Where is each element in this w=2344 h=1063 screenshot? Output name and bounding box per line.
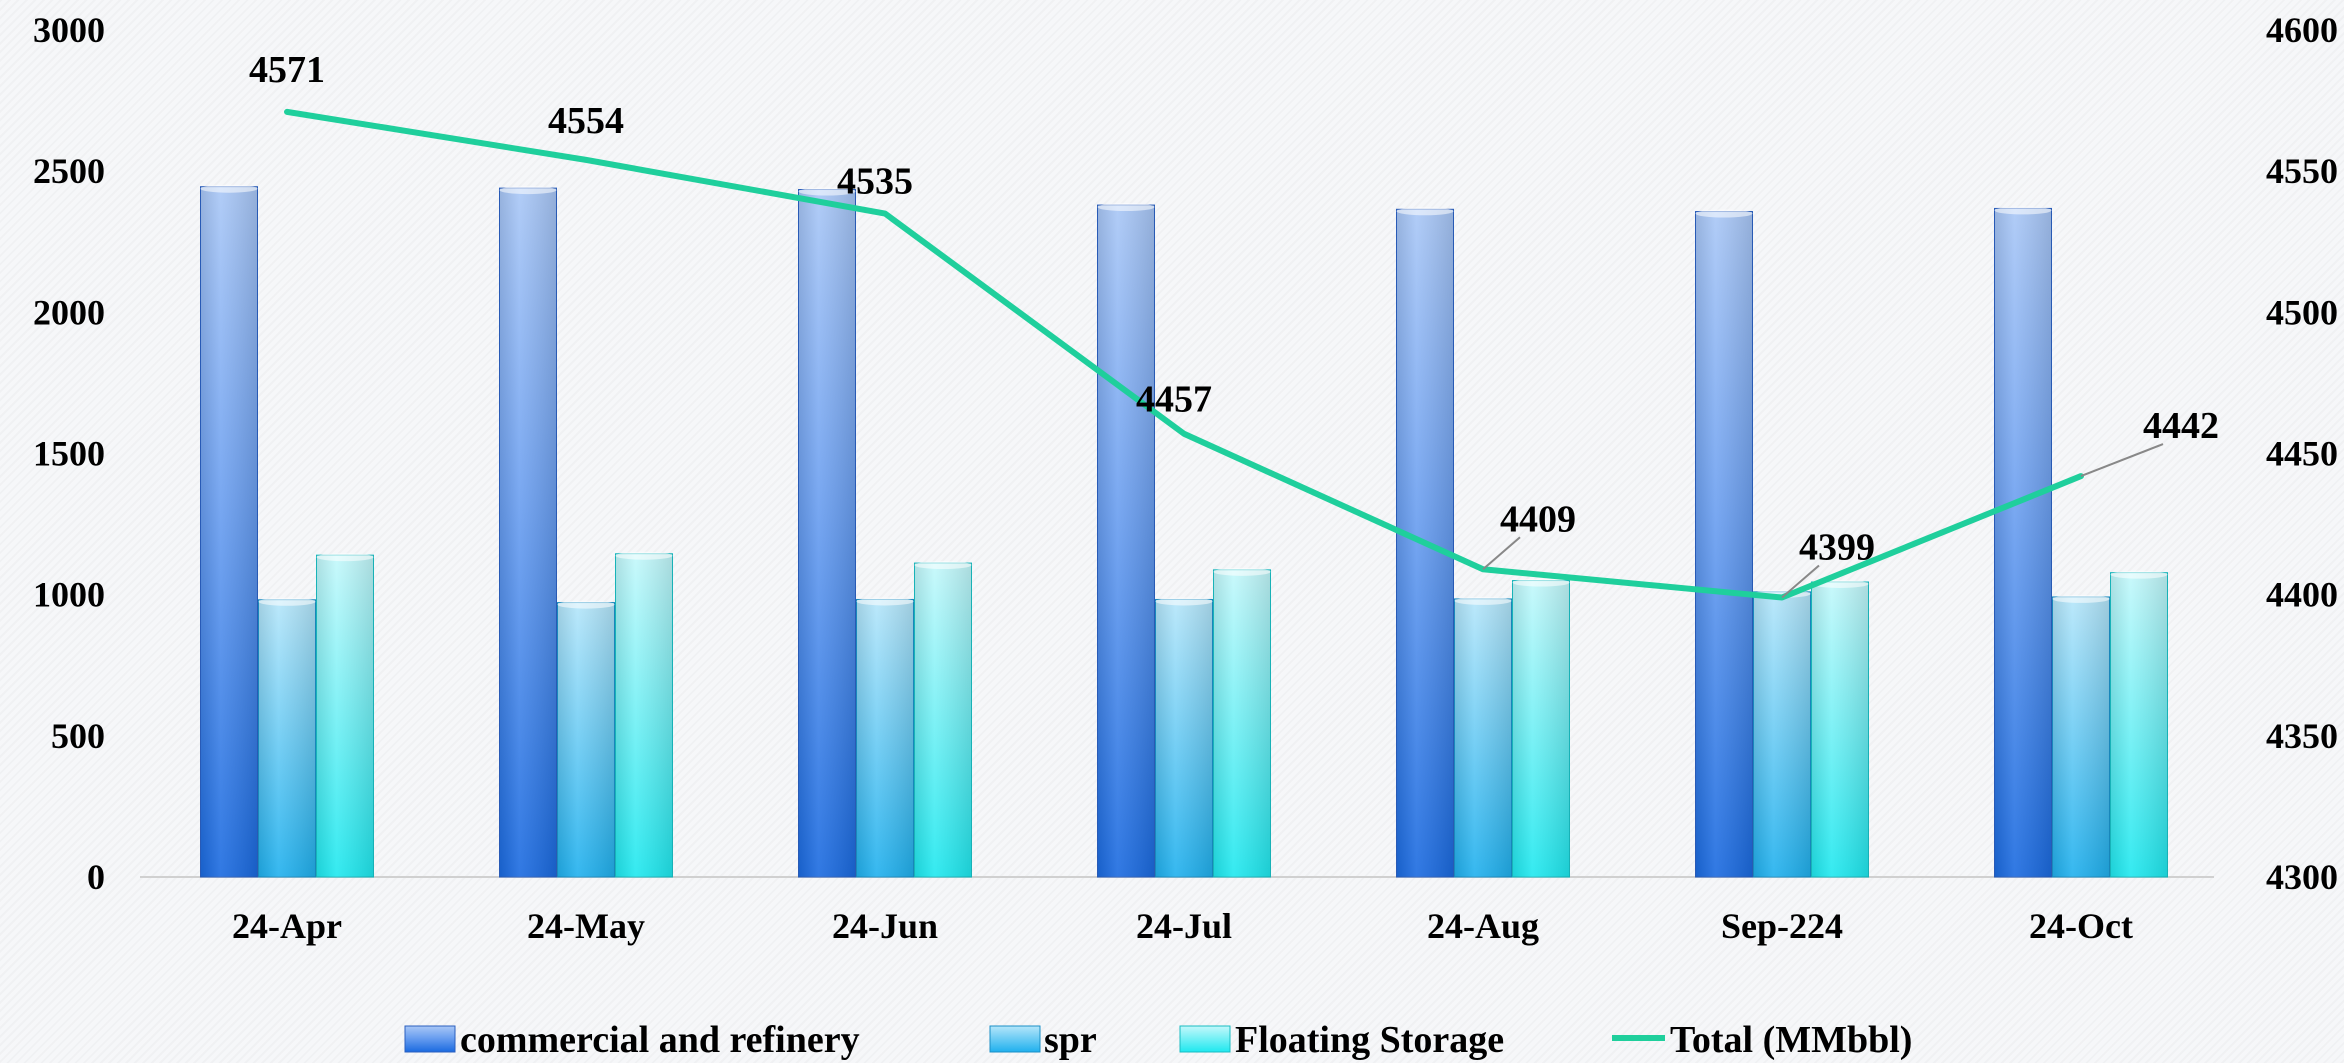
bar-cap-commercial-1	[499, 186, 557, 195]
bar-cap-commercial-2	[798, 187, 856, 196]
legend-swatch-commercial	[404, 1025, 456, 1053]
bar-cap-commercial-0	[200, 184, 258, 193]
bar-shade-spr-2	[856, 599, 914, 877]
bar-cap-spr-6	[2052, 594, 2110, 603]
data-label-total-2: 4535	[837, 161, 913, 203]
bar-shade-floating-6	[2110, 572, 2168, 877]
bar-shade-floating-2	[914, 563, 972, 877]
legend: commercial and refinery spr Floating Sto…	[404, 1019, 1912, 1061]
bar-shade-spr-5	[1753, 591, 1811, 877]
bar-shade-floating-0	[316, 555, 374, 877]
legend-label-total: Total (MMbbl)	[1670, 1019, 1912, 1061]
legend-item-spr: spr	[989, 1019, 1097, 1061]
bar-shade-spr-0	[258, 599, 316, 877]
bar-cap-floating-3	[1213, 567, 1271, 576]
legend-item-total: Total (MMbbl)	[1612, 1019, 1912, 1061]
y-right-tick-4400: 4400	[2266, 575, 2338, 615]
label-leader-6	[2080, 443, 2164, 478]
bar-cap-commercial-4	[1396, 207, 1454, 216]
bar-shade-spr-1	[557, 602, 615, 877]
label-leader-4	[1482, 536, 1521, 571]
y-right-tick-4300: 4300	[2266, 857, 2338, 897]
legend-item-floating: Floating Storage	[1179, 1019, 1504, 1061]
y-left-tick-1500: 1500	[33, 434, 105, 474]
x-tick-3: 24-Jul	[1136, 906, 1232, 946]
label-leader-5	[1781, 564, 1820, 599]
bar-cap-commercial-6	[1994, 206, 2052, 215]
bar-cap-floating-2	[914, 561, 972, 570]
bar-cap-spr-1	[557, 600, 615, 609]
bar-cap-spr-2	[856, 597, 914, 606]
y-left-tick-3000: 3000	[33, 10, 105, 50]
bar-shade-spr-3	[1155, 599, 1213, 877]
x-tick-6: 24-Oct	[2029, 906, 2133, 946]
bar-shade-commercial-2	[798, 189, 856, 878]
y-left-tick-500: 500	[51, 716, 105, 756]
x-tick-4: 24-Aug	[1427, 906, 1539, 946]
y-left-tick-1000: 1000	[33, 575, 105, 615]
bar-shade-commercial-3	[1097, 205, 1155, 878]
bar-shade-commercial-5	[1695, 211, 1753, 877]
legend-item-commercial: commercial and refinery	[404, 1019, 860, 1061]
label-leaders	[1482, 443, 2164, 599]
y-right-tick-4600: 4600	[2266, 10, 2338, 50]
data-labels: 4571 4554 4535 4457 4409 4399 4442	[249, 49, 2219, 569]
x-tick-5: Sep-224	[1721, 906, 1843, 946]
bar-cap-floating-1	[615, 551, 673, 560]
y-left-tick-2000: 2000	[33, 292, 105, 332]
bar-cap-spr-0	[258, 597, 316, 606]
bar-shade-floating-1	[615, 553, 673, 877]
data-label-total-0: 4571	[249, 49, 325, 91]
plot-area: 4571 4554 4535 4457 4409 4399 4442	[140, 49, 2219, 878]
x-tick-0: 24-Apr	[232, 906, 342, 946]
legend-label-floating: Floating Storage	[1235, 1019, 1504, 1061]
bar-cap-floating-4	[1512, 578, 1570, 587]
data-label-total-4: 4409	[1500, 498, 1576, 540]
bar-cap-spr-3	[1155, 597, 1213, 606]
x-tick-2: 24-Jun	[832, 906, 938, 946]
bar-shade-spr-6	[2052, 596, 2110, 877]
legend-swatch-spr	[989, 1025, 1041, 1053]
x-axis: 24-Apr 24-May 24-Jun 24-Jul 24-Aug Sep-224 24-…	[232, 906, 2133, 946]
x-tick-1: 24-May	[527, 906, 645, 946]
data-label-total-3: 4457	[1136, 379, 1212, 421]
data-label-total-5: 4399	[1799, 526, 1875, 568]
bar-cap-floating-0	[316, 553, 374, 562]
bar-cap-commercial-5	[1695, 209, 1753, 218]
bar-cap-floating-6	[2110, 570, 2168, 579]
y-left-tick-2500: 2500	[33, 151, 105, 191]
y-right-tick-4450: 4450	[2266, 434, 2338, 474]
data-label-total-1: 4554	[548, 100, 624, 142]
bar-shade-floating-3	[1213, 569, 1271, 877]
legend-label-commercial: commercial and refinery	[460, 1019, 860, 1061]
bar-shade-commercial-1	[499, 188, 557, 877]
bar-shade-floating-5	[1811, 581, 1869, 877]
bar-cap-commercial-3	[1097, 203, 1155, 212]
bar-shade-spr-4	[1454, 598, 1512, 877]
bar-group	[200, 184, 2168, 878]
bar-cap-spr-4	[1454, 596, 1512, 605]
legend-label-spr: spr	[1044, 1019, 1097, 1061]
y-axis-right: 4300 4350 4400 4450 4500 4550 4600	[2266, 10, 2338, 897]
legend-swatch-floating	[1179, 1025, 1231, 1053]
y-axis-left: 0 500 1000 1500 2000 2500 3000	[33, 10, 105, 897]
y-right-tick-4350: 4350	[2266, 716, 2338, 756]
bar-shade-commercial-6	[1994, 208, 2052, 877]
y-left-tick-0: 0	[87, 857, 105, 897]
y-right-tick-4550: 4550	[2266, 151, 2338, 191]
bar-shade-floating-4	[1512, 580, 1570, 877]
y-right-tick-4500: 4500	[2266, 292, 2338, 332]
data-label-total-6: 4442	[2143, 405, 2219, 447]
bar-shade-commercial-0	[200, 186, 258, 877]
